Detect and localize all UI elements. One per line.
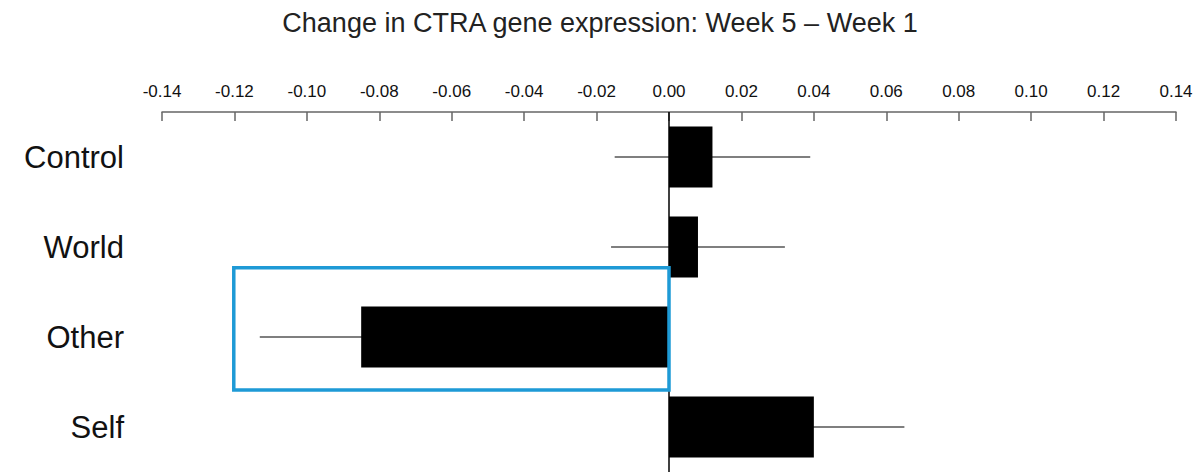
svg-text:-0.12: -0.12 xyxy=(215,82,254,101)
svg-text:-0.10: -0.10 xyxy=(287,82,326,101)
svg-text:0.00: 0.00 xyxy=(652,82,685,101)
svg-text:-0.14: -0.14 xyxy=(143,82,182,101)
svg-text:0.14: 0.14 xyxy=(1159,82,1192,101)
svg-text:-0.06: -0.06 xyxy=(432,82,471,101)
svg-text:Change in CTRA gene expression: Change in CTRA gene expression: Week 5 –… xyxy=(282,8,917,38)
svg-text:-0.04: -0.04 xyxy=(505,82,544,101)
svg-text:Other: Other xyxy=(46,320,124,355)
svg-text:-0.08: -0.08 xyxy=(360,82,399,101)
svg-text:0.04: 0.04 xyxy=(797,82,830,101)
svg-text:-0.02: -0.02 xyxy=(577,82,616,101)
svg-text:World: World xyxy=(44,230,124,265)
svg-text:0.06: 0.06 xyxy=(870,82,903,101)
svg-text:Control: Control xyxy=(24,140,124,175)
svg-text:0.02: 0.02 xyxy=(725,82,758,101)
svg-text:Self: Self xyxy=(71,410,125,445)
svg-text:0.12: 0.12 xyxy=(1087,82,1120,101)
svg-text:0.08: 0.08 xyxy=(942,82,975,101)
svg-text:0.10: 0.10 xyxy=(1015,82,1048,101)
